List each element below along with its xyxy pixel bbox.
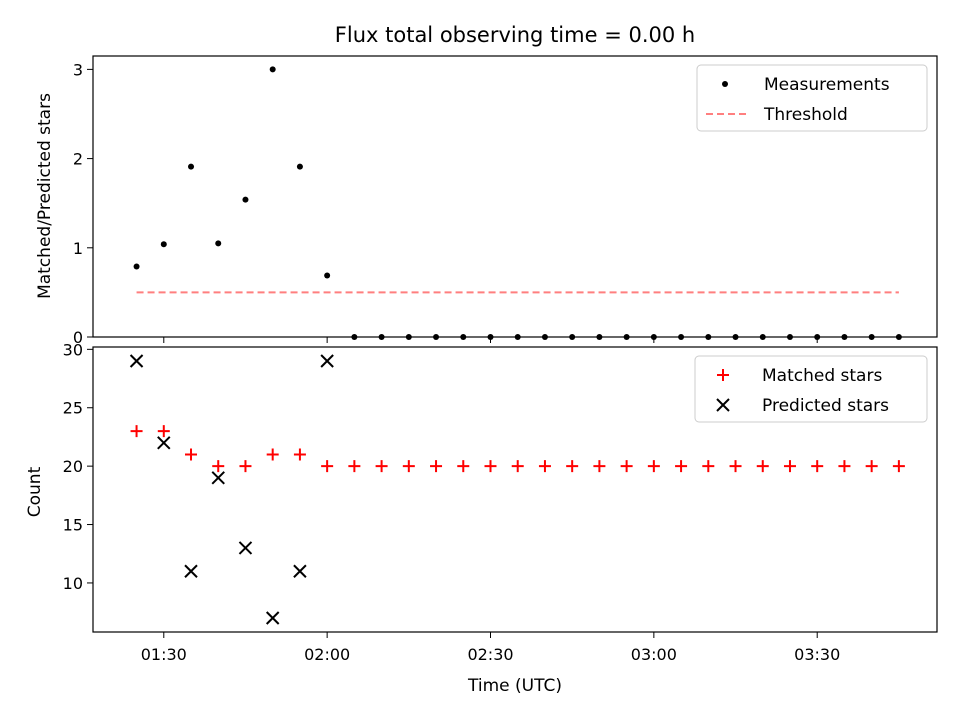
y-tick-label: 2 [73, 150, 83, 169]
matched-star-point [457, 460, 470, 473]
predicted-star-point [157, 436, 171, 450]
matched-star-point [430, 460, 443, 473]
matched-star-point [157, 425, 170, 438]
measurement-point [215, 240, 222, 247]
matched-star-point [647, 460, 660, 473]
y-tick-label: 25 [63, 399, 83, 418]
predicted-star-point [320, 354, 334, 368]
matched-star-point [348, 460, 361, 473]
legend-label: Measurements [764, 75, 890, 95]
matched-star-point [783, 460, 796, 473]
y-tick-label: 3 [73, 60, 83, 79]
y-tick-label: 20 [63, 457, 83, 476]
x-tick-label: 02:00 [304, 645, 350, 664]
x-tick-label: 03:00 [631, 645, 677, 664]
predicted-star-point [184, 564, 198, 578]
chart-title: Flux total observing time = 0.00 h [335, 23, 695, 47]
matched-star-point [729, 460, 742, 473]
y-tick-label: 0 [73, 328, 83, 347]
matched-star-point [375, 460, 388, 473]
matched-star-point [538, 460, 551, 473]
axes-frame [92, 346, 938, 633]
x-axis-label: Time (UTC) [467, 676, 562, 696]
legend-label: Matched stars [762, 366, 882, 386]
matched-star-point [266, 448, 279, 461]
measurement-point [133, 263, 140, 270]
legend-label: Predicted stars [762, 396, 889, 416]
matched-star-point [402, 460, 415, 473]
matched-star-point [566, 460, 579, 473]
matched-star-point [702, 460, 715, 473]
x-tick-label: 01:30 [141, 645, 187, 664]
measurement-point [324, 272, 331, 279]
measurement-point [242, 196, 249, 203]
lower-y-axis-label: Count [25, 466, 45, 517]
predicted-star-point [265, 611, 280, 625]
matched-star-point [212, 460, 225, 473]
matched-star-point [838, 460, 851, 473]
measurement-point [296, 163, 303, 170]
legend-box [694, 355, 928, 423]
upper-y-axis-label: Matched/Predicted stars [35, 93, 55, 299]
y-tick-label: 1 [73, 239, 83, 258]
legend-predicted-marker [716, 398, 730, 412]
upper-panel: 0 1 2 3 Measurements Threshold [73, 55, 938, 347]
matched-star-point [756, 460, 769, 473]
lower-panel: 10 15 20 25 30 01:30 02:00 02:30 03:00 03:30 Match… [63, 340, 938, 664]
predicted-star-point [293, 564, 307, 578]
matched-star-point [321, 460, 334, 473]
matched-star-point [811, 460, 824, 473]
matched-star-point [892, 460, 905, 473]
axes-frame [92, 55, 938, 338]
legend-measurement-marker [722, 81, 728, 87]
matched-star-point [130, 425, 143, 438]
matched-star-point [593, 460, 606, 473]
matched-star-point [675, 460, 688, 473]
y-tick-label: 15 [63, 516, 83, 535]
predicted-star-point [238, 541, 253, 555]
y-tick-label: 30 [63, 340, 83, 359]
matched-star-point [865, 460, 878, 473]
matched-star-point [620, 460, 633, 473]
legend-label: Threshold [763, 105, 848, 125]
legend-matched-marker [717, 369, 729, 381]
matched-star-point [293, 448, 306, 461]
measurement-point [269, 66, 276, 73]
predicted-star-point [211, 471, 225, 485]
matched-star-point [511, 460, 524, 473]
measurement-point [188, 163, 195, 170]
measurement-point [160, 241, 167, 248]
x-tick-label: 02:30 [467, 645, 513, 664]
matched-star-point [239, 460, 252, 473]
predicted-star-point [129, 354, 144, 368]
x-tick-label: 03:30 [794, 645, 840, 664]
legend-box [696, 64, 928, 132]
matched-star-point [484, 460, 497, 473]
y-tick-label: 10 [63, 574, 83, 593]
matched-star-point [185, 448, 198, 461]
